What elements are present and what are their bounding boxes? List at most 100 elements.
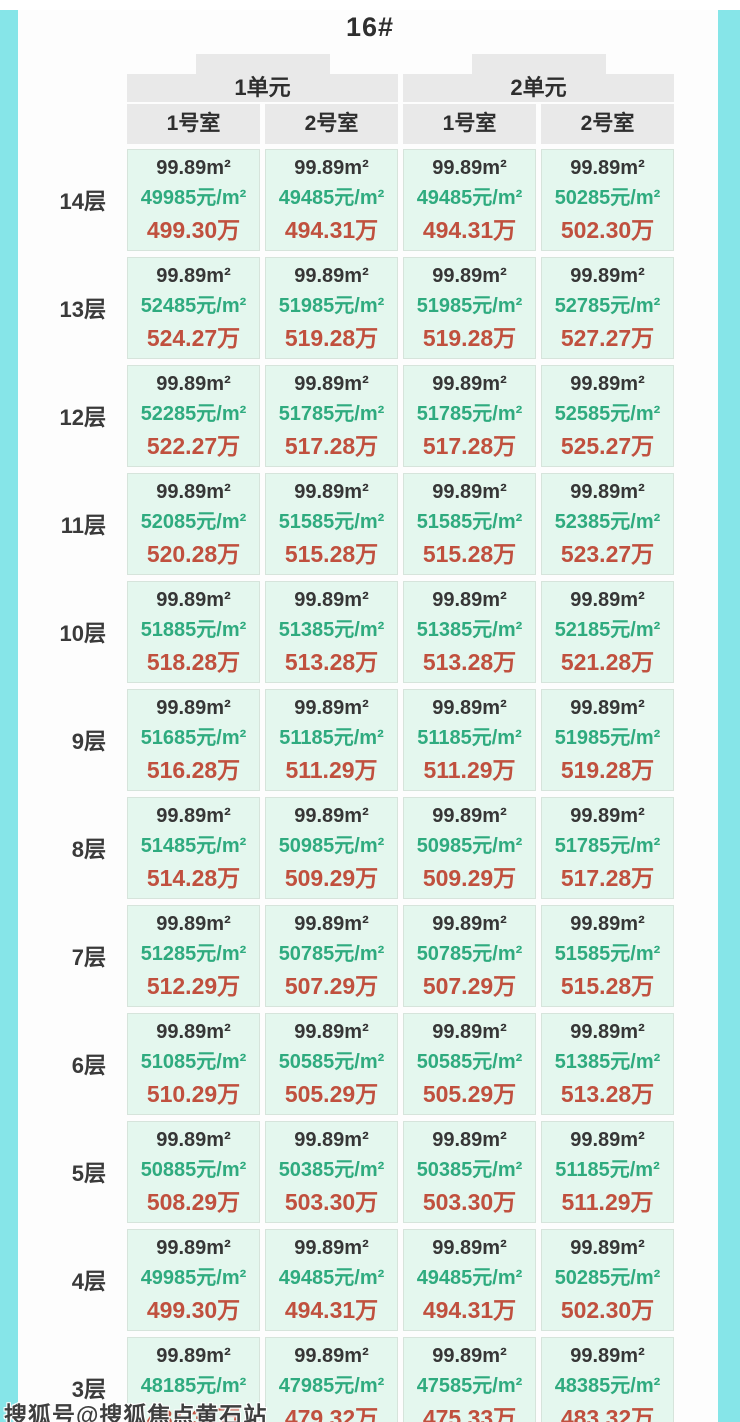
area-value: 99.89m²	[570, 1129, 645, 1151]
floor-label: 14层	[18, 149, 122, 251]
total-price-value: 507.29万	[422, 973, 517, 999]
unit-price-value: 50385元/m²	[416, 1159, 523, 1181]
total-price-value: 510.29万	[146, 1081, 241, 1107]
area-value: 99.89m²	[156, 589, 231, 611]
price-cell: 99.89m² 52585元/m² 525.27万	[541, 365, 674, 467]
price-cell: 99.89m² 49485元/m² 494.31万	[265, 149, 398, 251]
area-value: 99.89m²	[294, 373, 369, 395]
area-value: 99.89m²	[432, 589, 507, 611]
unit1-room1-header: 1号室	[127, 104, 260, 144]
area-value: 99.89m²	[432, 1021, 507, 1043]
unit-price-value: 51385元/m²	[554, 1051, 661, 1073]
area-value: 99.89m²	[156, 1129, 231, 1151]
price-cell: 99.89m² 50985元/m² 509.29万	[403, 797, 536, 899]
price-cell: 99.89m² 51485元/m² 514.28万	[127, 797, 260, 899]
area-value: 99.89m²	[294, 805, 369, 827]
area-value: 99.89m²	[294, 1237, 369, 1259]
left-edge-bar	[0, 10, 18, 1422]
price-cell: 99.89m² 50385元/m² 503.30万	[265, 1121, 398, 1223]
price-cell: 99.89m² 47585元/m² 475.33万	[403, 1337, 536, 1422]
unit-price-value: 47585元/m²	[416, 1375, 523, 1397]
unit-header-row: 1单元 2单元	[127, 74, 674, 102]
unit-price-value: 52385元/m²	[554, 511, 661, 533]
floor-label: 4层	[18, 1229, 122, 1331]
area-value: 99.89m²	[432, 265, 507, 287]
area-value: 99.89m²	[156, 1345, 231, 1367]
area-value: 99.89m²	[432, 1129, 507, 1151]
total-price-value: 479.32万	[284, 1405, 379, 1422]
watermark: 搜狐号@搜狐焦点黄石站	[4, 1402, 268, 1422]
unit-price-value: 50785元/m²	[416, 943, 523, 965]
total-price-value: 509.29万	[284, 865, 379, 891]
area-value: 99.89m²	[156, 481, 231, 503]
price-cell: 99.89m² 50385元/m² 503.30万	[403, 1121, 536, 1223]
price-cell: 99.89m² 50285元/m² 502.30万	[541, 1229, 674, 1331]
area-value: 99.89m²	[570, 913, 645, 935]
total-price-value: 521.28万	[560, 649, 655, 675]
floor-label: 5层	[18, 1121, 122, 1223]
price-cell: 99.89m² 50785元/m² 507.29万	[403, 905, 536, 1007]
unit-price-value: 51785元/m²	[416, 403, 523, 425]
price-table: 1单元 2单元 1号室 2号室 1号室 2号室 14层 99.89m² 49985元…	[18, 54, 674, 1422]
price-cell: 99.89m² 49985元/m² 499.30万	[127, 1229, 260, 1331]
total-price-value: 512.29万	[146, 973, 241, 999]
price-cell: 99.89m² 51085元/m² 510.29万	[127, 1013, 260, 1115]
unit-price-value: 51285元/m²	[140, 943, 247, 965]
unit-price-value: 51185元/m²	[417, 727, 522, 749]
area-value: 99.89m²	[570, 805, 645, 827]
total-price-value: 494.31万	[284, 217, 379, 243]
unit-price-value: 49485元/m²	[278, 187, 385, 209]
area-value: 99.89m²	[156, 805, 231, 827]
area-value: 99.89m²	[432, 157, 507, 179]
area-value: 99.89m²	[156, 265, 231, 287]
total-price-value: 483.32万	[560, 1405, 655, 1422]
unit-price-value: 50285元/m²	[554, 1267, 661, 1289]
unit-price-value: 50585元/m²	[278, 1051, 385, 1073]
total-price-value: 518.28万	[146, 649, 241, 675]
unit-price-value: 51685元/m²	[140, 727, 247, 749]
building-title: 16#	[345, 12, 395, 42]
price-cell: 99.89m² 51185元/m² 511.29万	[403, 689, 536, 791]
total-price-value: 509.29万	[422, 865, 517, 891]
price-cell: 99.89m² 50285元/m² 502.30万	[541, 149, 674, 251]
total-price-value: 481.32万	[146, 1405, 241, 1422]
price-cell: 99.89m² 52485元/m² 524.27万	[127, 257, 260, 359]
price-cell: 99.89m² 51185元/m² 511.29万	[265, 689, 398, 791]
total-price-value: 522.27万	[146, 433, 241, 459]
unit-price-value: 51085元/m²	[140, 1051, 247, 1073]
price-cell: 99.89m² 48185元/m² 481.32万	[127, 1337, 260, 1422]
area-value: 99.89m²	[294, 1129, 369, 1151]
area-value: 99.89m²	[570, 481, 645, 503]
unit-price-value: 49485元/m²	[416, 187, 523, 209]
unit-price-value: 51785元/m²	[554, 835, 661, 857]
total-price-value: 520.28万	[146, 541, 241, 567]
price-grid: 14层 99.89m² 49985元/m² 499.30万 99.89m² 49485元/…	[18, 149, 674, 1422]
total-price-value: 503.30万	[422, 1189, 517, 1215]
area-value: 99.89m²	[570, 1345, 645, 1367]
area-value: 99.89m²	[570, 1237, 645, 1259]
unit-price-value: 48185元/m²	[140, 1375, 247, 1397]
unit-price-value: 51585元/m²	[416, 511, 523, 533]
total-price-value: 515.28万	[284, 541, 379, 567]
price-cell: 99.89m² 51785元/m² 517.28万	[265, 365, 398, 467]
total-price-value: 516.28万	[146, 757, 241, 783]
area-value: 99.89m²	[294, 913, 369, 935]
price-cell: 99.89m² 50585元/m² 505.29万	[403, 1013, 536, 1115]
floor-label: 10层	[18, 581, 122, 683]
unit-price-value: 52585元/m²	[554, 403, 661, 425]
floor-label: 11层	[18, 473, 122, 575]
unit-price-value: 51485元/m²	[140, 835, 247, 857]
total-price-value: 519.28万	[422, 325, 517, 351]
unit-price-value: 49485元/m²	[278, 1267, 385, 1289]
total-price-value: 507.29万	[284, 973, 379, 999]
room-header-row: 1号室 2号室 1号室 2号室	[127, 104, 674, 144]
price-cell: 99.89m² 50585元/m² 505.29万	[265, 1013, 398, 1115]
floor-label: 3层	[18, 1337, 122, 1422]
unit-price-value: 51785元/m²	[278, 403, 385, 425]
unit-price-value: 51385元/m²	[416, 619, 523, 641]
unit-price-value: 48385元/m²	[554, 1375, 661, 1397]
price-cell: 99.89m² 49985元/m² 499.30万	[127, 149, 260, 251]
unit-price-value: 50985元/m²	[416, 835, 523, 857]
unit-price-value: 52285元/m²	[140, 403, 247, 425]
area-value: 99.89m²	[570, 373, 645, 395]
